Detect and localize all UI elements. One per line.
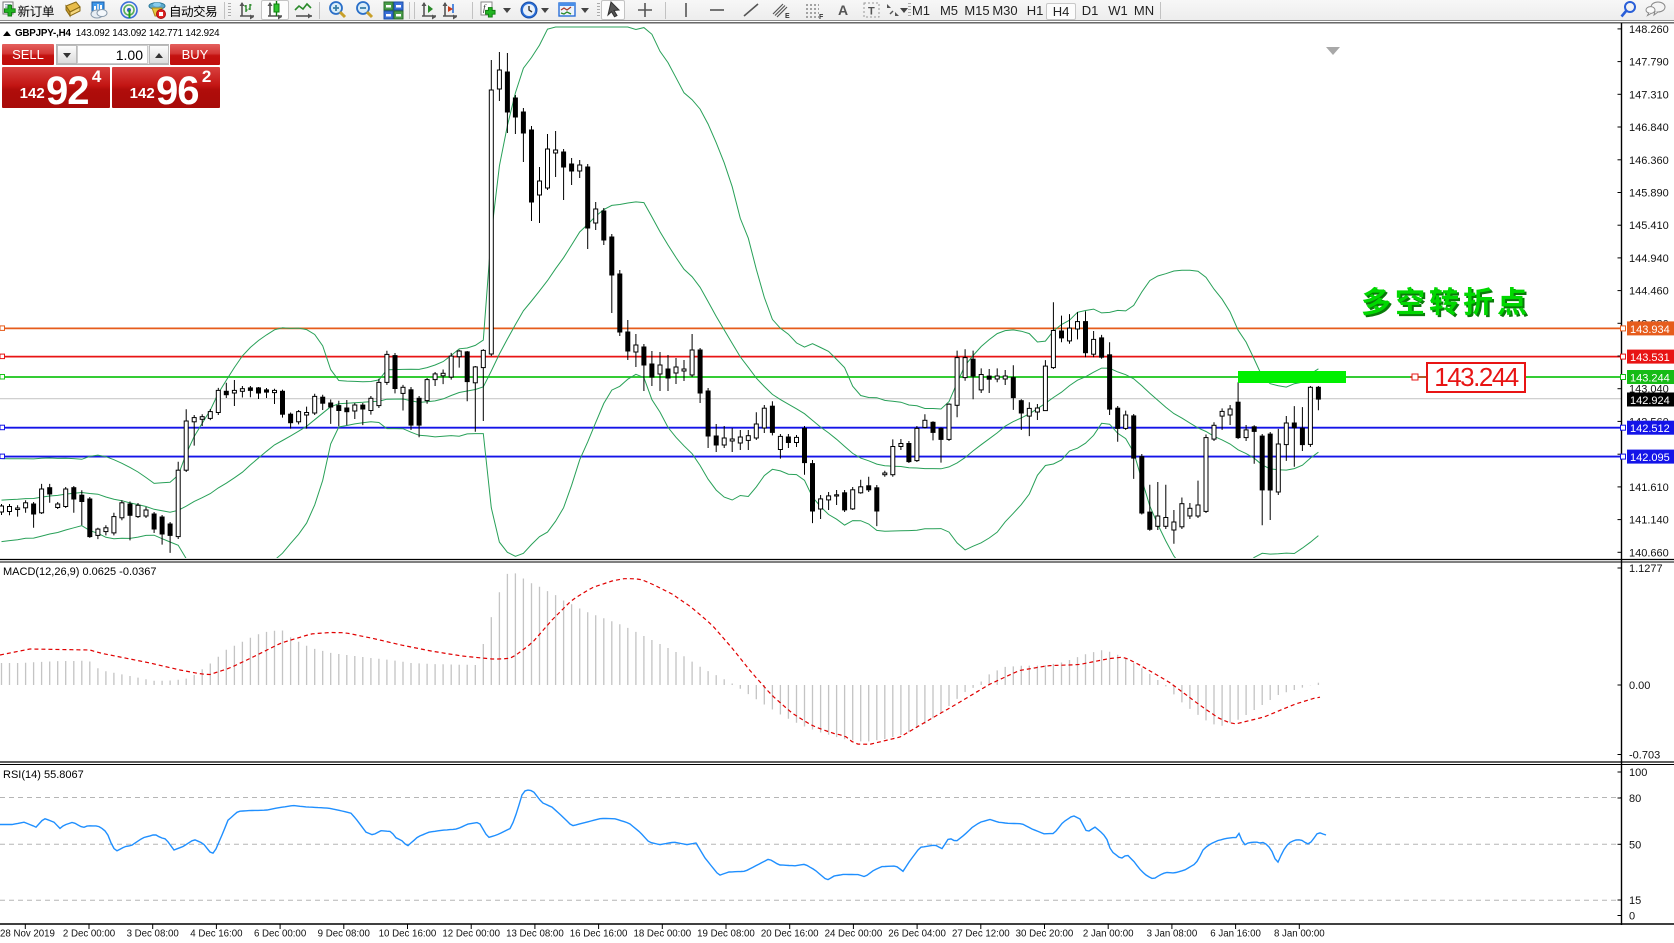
svg-text:145.890: 145.890 bbox=[1629, 188, 1669, 200]
svg-text:3 Dec 08:00: 3 Dec 08:00 bbox=[127, 929, 180, 940]
svg-text:147.310: 147.310 bbox=[1629, 89, 1669, 101]
svg-text:80: 80 bbox=[1629, 793, 1641, 805]
svg-text:147.790: 147.790 bbox=[1629, 57, 1669, 69]
svg-text:143.934: 143.934 bbox=[1630, 324, 1670, 336]
svg-text:142.512: 142.512 bbox=[1630, 423, 1670, 435]
svg-text:4 Dec 16:00: 4 Dec 16:00 bbox=[190, 929, 243, 940]
svg-text:141.610: 141.610 bbox=[1629, 482, 1669, 494]
svg-text:-0.703: -0.703 bbox=[1629, 750, 1660, 762]
svg-text:142.924: 142.924 bbox=[1630, 395, 1670, 407]
svg-text:6 Jan 16:00: 6 Jan 16:00 bbox=[1210, 929, 1261, 940]
svg-text:T: T bbox=[868, 6, 875, 18]
svg-text:0.00: 0.00 bbox=[1629, 680, 1650, 692]
svg-text:140.660: 140.660 bbox=[1629, 547, 1669, 559]
svg-text:142.095: 142.095 bbox=[1630, 452, 1670, 464]
svg-text:146.360: 146.360 bbox=[1629, 155, 1669, 167]
svg-text:F: F bbox=[819, 14, 824, 21]
svg-text:15: 15 bbox=[1629, 895, 1641, 907]
svg-text:3 Jan 08:00: 3 Jan 08:00 bbox=[1147, 929, 1198, 940]
svg-text:146.840: 146.840 bbox=[1629, 122, 1669, 134]
svg-text:27 Dec 12:00: 27 Dec 12:00 bbox=[952, 929, 1010, 940]
svg-text:143.244: 143.244 bbox=[1630, 373, 1670, 385]
svg-text:6 Dec 00:00: 6 Dec 00:00 bbox=[254, 929, 307, 940]
svg-text:50: 50 bbox=[1629, 839, 1641, 851]
svg-text:0: 0 bbox=[1629, 911, 1635, 923]
svg-text:1.1277: 1.1277 bbox=[1629, 563, 1663, 575]
svg-text:12 Dec 00:00: 12 Dec 00:00 bbox=[442, 929, 500, 940]
svg-text:2 Jan 00:00: 2 Jan 00:00 bbox=[1083, 929, 1134, 940]
svg-text:E: E bbox=[785, 13, 790, 20]
svg-text:18 Dec 00:00: 18 Dec 00:00 bbox=[633, 929, 691, 940]
svg-text:10 Dec 16:00: 10 Dec 16:00 bbox=[379, 929, 437, 940]
svg-text:13 Dec 08:00: 13 Dec 08:00 bbox=[506, 929, 564, 940]
svg-text:141.140: 141.140 bbox=[1629, 515, 1669, 527]
svg-text:20 Dec 16:00: 20 Dec 16:00 bbox=[761, 929, 819, 940]
svg-text:144.940: 144.940 bbox=[1629, 253, 1669, 265]
svg-text:26 Dec 04:00: 26 Dec 04:00 bbox=[888, 929, 946, 940]
svg-text:24 Dec 00:00: 24 Dec 00:00 bbox=[825, 929, 883, 940]
svg-text:16 Dec 16:00: 16 Dec 16:00 bbox=[570, 929, 628, 940]
svg-text:143.531: 143.531 bbox=[1630, 352, 1670, 364]
svg-text:148.260: 148.260 bbox=[1629, 24, 1669, 36]
svg-text:9 Dec 08:00: 9 Dec 08:00 bbox=[318, 929, 371, 940]
svg-text:145.410: 145.410 bbox=[1629, 220, 1669, 232]
svg-text:19 Dec 08:00: 19 Dec 08:00 bbox=[697, 929, 755, 940]
svg-text:144.460: 144.460 bbox=[1629, 286, 1669, 298]
svg-text:100: 100 bbox=[1629, 767, 1647, 779]
svg-text:8 Jan 00:00: 8 Jan 00:00 bbox=[1274, 929, 1325, 940]
svg-text:2 Dec 00:00: 2 Dec 00:00 bbox=[63, 929, 116, 940]
svg-text:28 Nov 2019: 28 Nov 2019 bbox=[0, 929, 55, 940]
svg-text:30 Dec 20:00: 30 Dec 20:00 bbox=[1016, 929, 1074, 940]
svg-text:f: f bbox=[483, 3, 487, 13]
